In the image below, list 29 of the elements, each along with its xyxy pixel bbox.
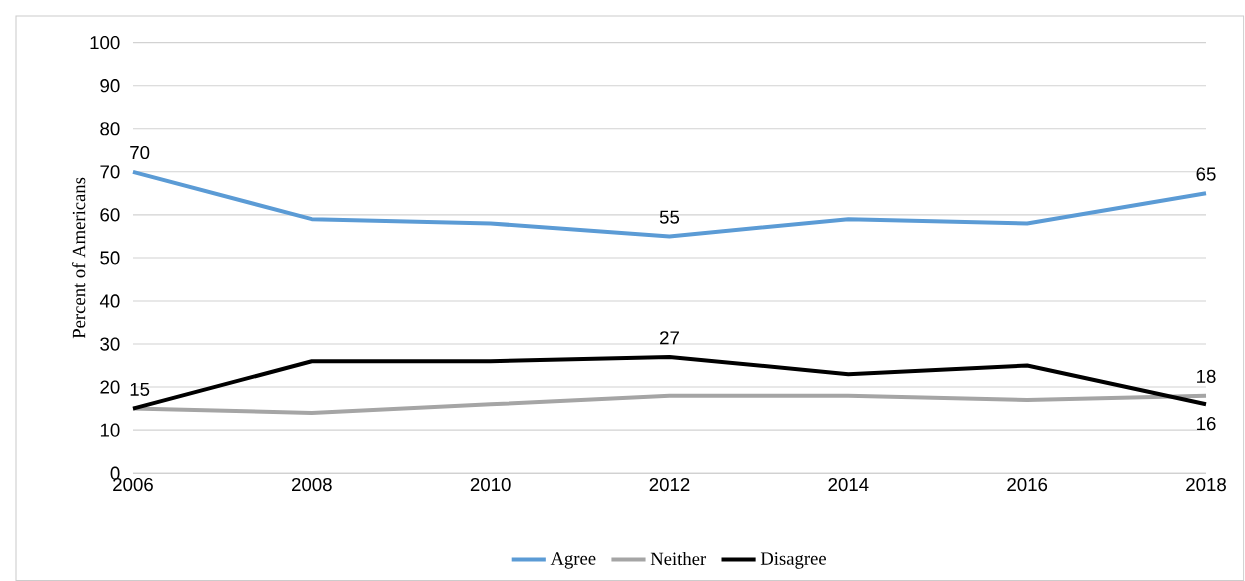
y-tick-label: 40 <box>99 294 120 308</box>
x-tick-label: 2016 <box>1007 477 1048 492</box>
data-label: 27 <box>660 331 679 345</box>
y-tick-label: 10 <box>100 423 120 437</box>
y-tick-label: 60 <box>100 208 120 222</box>
y-tick-label: 20 <box>100 380 120 394</box>
data-label: 16 <box>1197 416 1216 431</box>
data-label: 55 <box>659 210 680 224</box>
y-tick-label: 0 <box>110 466 120 480</box>
legend-label: Disagree <box>760 552 826 569</box>
x-tick-label: 2018 <box>1186 477 1226 492</box>
data-label: 70 <box>130 145 150 160</box>
x-tick-label: 2006 <box>113 477 153 492</box>
y-axis-title: Percent of Americans <box>71 177 86 339</box>
legend-label: Agree <box>550 552 596 569</box>
x-tick-label: 2008 <box>291 477 332 492</box>
legend-label: Neither <box>650 551 707 566</box>
y-tick-label: 100 <box>90 35 120 50</box>
data-label: 15 <box>130 382 150 396</box>
data-label: 18 <box>1197 369 1216 383</box>
y-tick-label: 50 <box>100 251 120 265</box>
y-tick-label: 70 <box>100 165 120 179</box>
y-tick-label: 90 <box>100 79 120 93</box>
x-tick-label: 2014 <box>828 477 869 492</box>
x-tick-label: 2010 <box>470 477 511 492</box>
y-tick-label: 80 <box>100 122 120 136</box>
data-label: 65 <box>1196 167 1216 181</box>
x-tick-label: 2012 <box>649 477 690 492</box>
y-tick-label: 30 <box>100 337 120 351</box>
